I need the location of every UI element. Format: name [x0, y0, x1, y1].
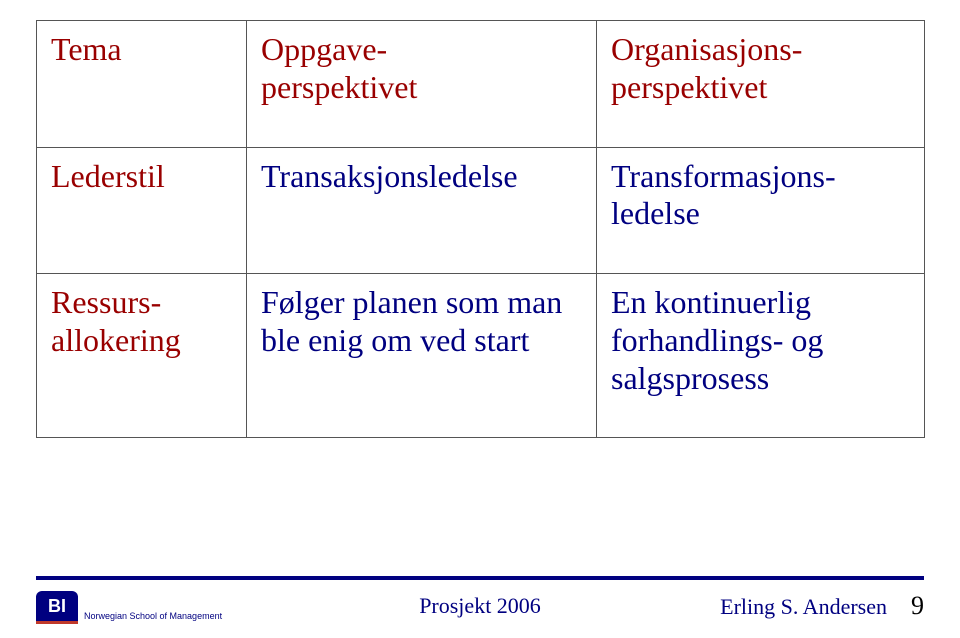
bi-logo-badge: BI [36, 591, 78, 621]
table-row: Lederstil Transaksjonsledelse Transforma… [37, 147, 925, 274]
footer-center-text: Prosjekt 2006 [419, 593, 541, 619]
footer-divider [36, 576, 924, 580]
footer-right: Erling S. Andersen 9 [720, 591, 924, 621]
bi-logo-subtitle: Norwegian School of Management [84, 612, 222, 621]
footer-author: Erling S. Andersen [720, 594, 887, 620]
slide: Tema Oppgave-perspektivet Organisasjons-… [0, 0, 960, 638]
header-organisasjon: Organisasjons-perspektivet [597, 21, 925, 148]
rowhead-lederstil: Lederstil [37, 147, 247, 274]
comparison-table-wrap: Tema Oppgave-perspektivet Organisasjons-… [36, 20, 924, 438]
cell-ressurs-oppgave: Følger planen som man ble enig om ved st… [247, 274, 597, 438]
header-tema: Tema [37, 21, 247, 148]
table-row: Ressurs-allokering Følger planen som man… [37, 274, 925, 438]
cell-lederstil-oppgave: Transaksjonsledelse [247, 147, 597, 274]
cell-lederstil-organisasjon: Transformasjons-ledelse [597, 147, 925, 274]
table-header-row: Tema Oppgave-perspektivet Organisasjons-… [37, 21, 925, 148]
bi-logo: BI Norwegian School of Management [36, 591, 222, 621]
rowhead-ressurs: Ressurs-allokering [37, 274, 247, 438]
cell-ressurs-organisasjon: En kontinuerlig forhandlings- og salgspr… [597, 274, 925, 438]
footer: BI Norwegian School of Management Prosje… [36, 584, 924, 628]
header-oppgave: Oppgave-perspektivet [247, 21, 597, 148]
comparison-table: Tema Oppgave-perspektivet Organisasjons-… [36, 20, 925, 438]
slide-number: 9 [911, 591, 924, 621]
